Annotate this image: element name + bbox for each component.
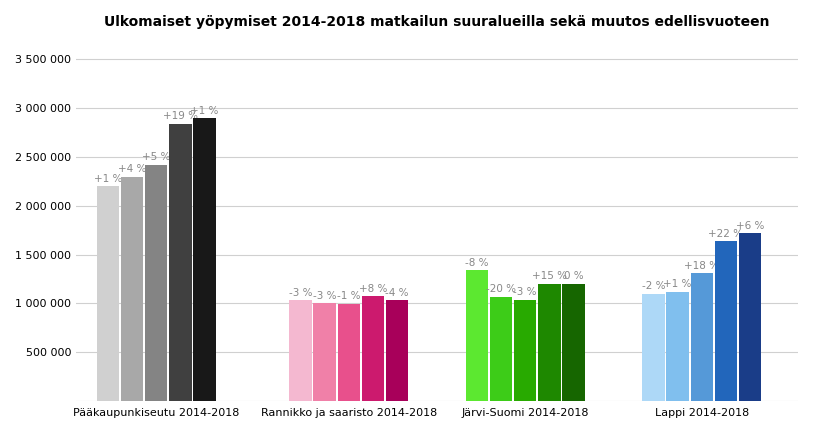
Bar (289, 300, 312, 401)
Bar (715, 241, 737, 401)
Bar (538, 284, 560, 401)
Text: +18 %: +18 % (685, 261, 720, 271)
Bar (690, 273, 713, 401)
Text: +1 %: +1 % (93, 174, 122, 184)
Bar (169, 124, 192, 401)
Text: -8 %: -8 % (465, 258, 489, 268)
Title: Ulkomaiset yöpymiset 2014-2018 matkailun suuralueilla sekä muutos edellisvuoteen: Ulkomaiset yöpymiset 2014-2018 matkailun… (104, 15, 770, 29)
Bar (642, 294, 665, 401)
Text: +4 %: +4 % (118, 164, 146, 174)
Bar (490, 297, 512, 401)
Text: -3 %: -3 % (313, 291, 337, 301)
Text: +8 %: +8 % (359, 284, 387, 294)
Text: +15 %: +15 % (532, 271, 567, 281)
Bar (193, 118, 215, 401)
Bar (514, 300, 537, 401)
Text: -1 %: -1 % (337, 291, 360, 301)
Text: -3 %: -3 % (514, 287, 537, 297)
Text: +1 %: +1 % (190, 106, 219, 116)
Bar (97, 186, 120, 401)
Bar (314, 303, 336, 401)
Text: +19 %: +19 % (163, 111, 198, 121)
Bar (667, 292, 689, 401)
Text: +5 %: +5 % (142, 152, 171, 162)
Text: +6 %: +6 % (736, 221, 764, 231)
Text: -20 %: -20 % (486, 284, 516, 294)
Text: -4 %: -4 % (385, 288, 409, 297)
Bar (362, 296, 384, 401)
Bar (145, 165, 167, 401)
Bar (337, 304, 360, 401)
Text: 0 %: 0 % (563, 271, 583, 281)
Bar (562, 284, 585, 401)
Text: -3 %: -3 % (289, 288, 312, 297)
Text: +22 %: +22 % (708, 229, 743, 239)
Bar (385, 300, 408, 401)
Text: +1 %: +1 % (663, 279, 692, 289)
Text: -2 %: -2 % (641, 281, 665, 291)
Bar (466, 270, 489, 401)
Bar (121, 177, 143, 401)
Bar (739, 233, 761, 401)
